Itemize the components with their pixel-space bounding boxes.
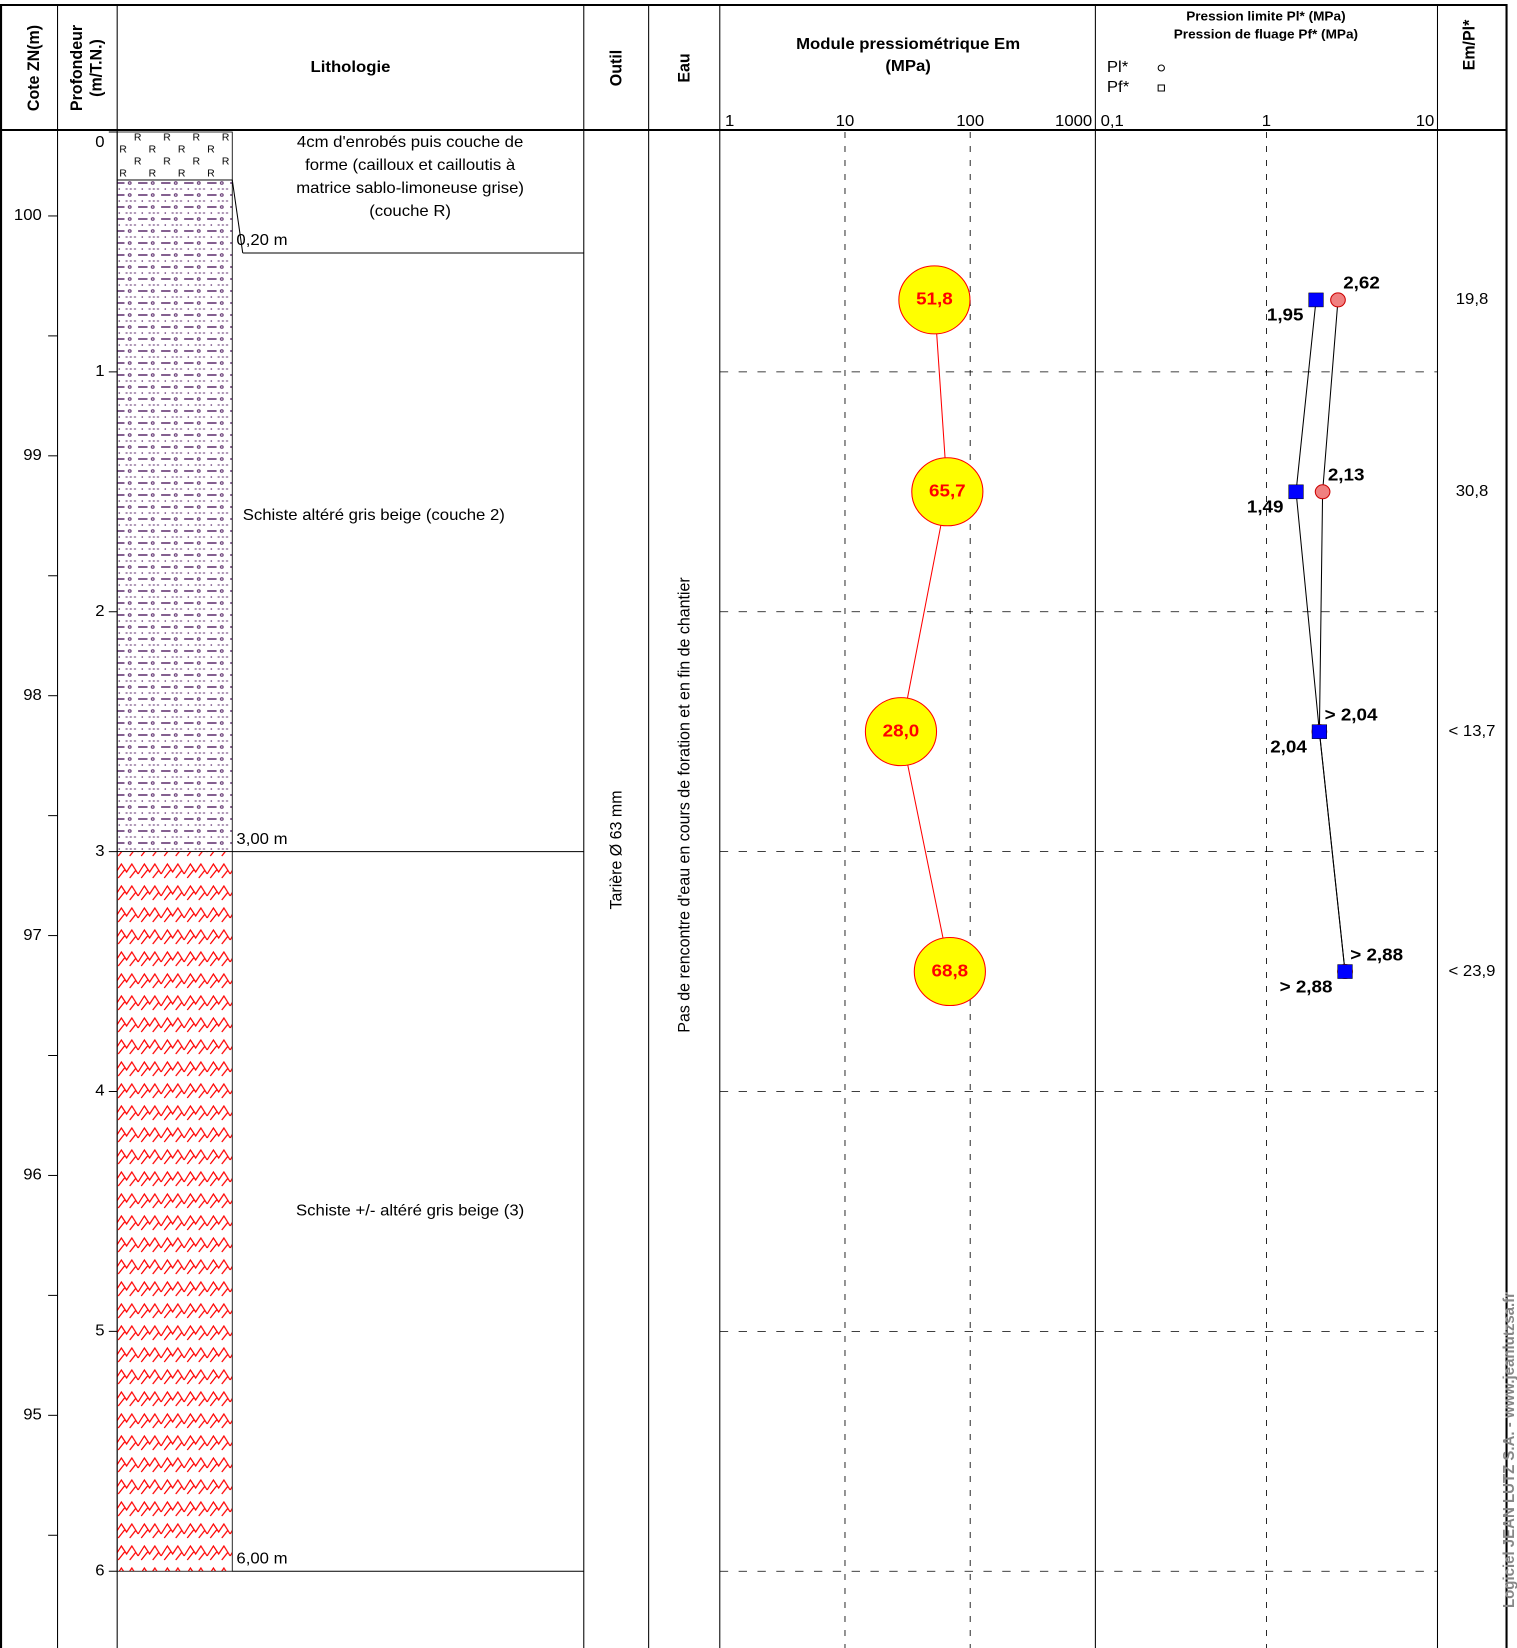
x-tick-label: 10 [1416, 113, 1435, 131]
header-module: Module pressiométrique Em [796, 36, 1020, 54]
legend-label: Pl* [1107, 59, 1129, 77]
lithology-layer [116, 131, 233, 181]
cote-label: 95 [23, 1406, 42, 1424]
water-label: Pas de rencontre d'eau en cours de forat… [675, 577, 693, 1033]
header-profondeur-unit: (m/T.N.) [87, 39, 105, 97]
header-cote: Cote ZN(m) [25, 25, 43, 111]
ratio-label: < 23,9 [1449, 962, 1496, 980]
em-marker [911, 457, 984, 527]
header-fluage: Pression de fluage Pf* (MPa) [1174, 27, 1358, 42]
x-tick-label: 1 [725, 113, 734, 131]
layer-description: Schiste +/- altéré gris beige (3) [296, 1202, 524, 1220]
legend-marker [1157, 64, 1165, 72]
layer-description: forme (cailloux et cailloutis à [305, 157, 516, 175]
watermark: Logiciel JEAN LUTZ S.A. - www.jeanlutzsa… [1501, 1292, 1517, 1608]
header-pression: Pression limite Pl* (MPa) [1186, 9, 1345, 24]
layer-description: (couche R) [369, 203, 451, 221]
cote-label: 96 [23, 1166, 42, 1184]
series-line [1318, 299, 1346, 972]
header-profondeur: Profondeur [68, 24, 86, 111]
ratio-label: 30,8 [1456, 482, 1489, 500]
ratio-label: < 13,7 [1449, 722, 1496, 740]
em-marker [913, 937, 986, 1007]
pf-label: > 2,88 [1280, 976, 1333, 997]
pl-label: 2,62 [1343, 272, 1380, 293]
leader-line [231, 179, 244, 254]
cote-label: 99 [23, 446, 42, 464]
depth-label: 1 [95, 362, 104, 380]
depth-label: 5 [95, 1322, 104, 1340]
cote-label: 100 [14, 207, 42, 225]
depth-label: 3 [95, 842, 104, 860]
x-tick-label: 1000 [1055, 113, 1092, 131]
column-separators [57, 5, 1439, 1648]
pl-marker [1314, 484, 1331, 500]
layer-description: matrice sablo-limoneuse grise) [296, 180, 524, 198]
layer-description: 4cm d'enrobés puis couche de [297, 134, 523, 152]
header-ratio: Em/Pl* [1460, 19, 1478, 70]
header-eau: Eau [675, 53, 693, 82]
x-tick-label: 10 [836, 113, 855, 131]
x-tick-label: 0,1 [1101, 113, 1124, 131]
pf-marker [1311, 724, 1327, 739]
depth-label: 6 [95, 1562, 104, 1580]
pf-label: 2,04 [1270, 736, 1307, 757]
pf-marker [1308, 292, 1324, 308]
lithology-layer [116, 851, 233, 1572]
depth-label: 0 [95, 134, 104, 152]
layer-base-label: 6,00 m [236, 1550, 287, 1568]
em-marker [898, 265, 971, 335]
pf-label: 1,95 [1267, 304, 1304, 325]
pl-label: 2,13 [1328, 464, 1365, 485]
pf-marker [1337, 964, 1353, 979]
ratio-label: 19,8 [1456, 290, 1489, 308]
pl-label: > 2,88 [1350, 944, 1403, 965]
tool-label: Tarière Ø 63 mm [607, 790, 625, 909]
em-marker [864, 697, 938, 767]
pf-marker [1288, 484, 1304, 500]
layer-base-label: 0,20 m [236, 232, 287, 250]
depth-label: 2 [95, 602, 104, 620]
legend-label: Pf* [1107, 79, 1130, 97]
series-line [900, 299, 951, 972]
em-label: 68,8 [932, 960, 969, 981]
lithology-layer [116, 179, 233, 853]
header-module-unit: (MPa) [885, 58, 931, 76]
layer-base-label: 3,00 m [236, 830, 287, 848]
em-label: 65,7 [929, 480, 966, 501]
header-lithologie: Lithologie [311, 59, 391, 77]
x-tick-label: 1 [1262, 113, 1271, 131]
depth-label: 4 [95, 1082, 104, 1100]
header-outil: Outil [607, 50, 625, 86]
layer-description: Schiste altéré gris beige (couche 2) [243, 506, 505, 524]
em-label: 51,8 [916, 288, 953, 309]
cote-label: 97 [23, 926, 42, 944]
pl-label: > 2,04 [1325, 704, 1379, 725]
x-tick-label: 100 [956, 113, 984, 131]
cote-label: 98 [23, 686, 42, 704]
em-label: 28,0 [883, 720, 920, 741]
legend-marker [1157, 84, 1165, 92]
series-line [1295, 299, 1346, 972]
pl-marker [1330, 292, 1346, 308]
frame [0, 4, 1508, 1648]
pf-label: 1,49 [1247, 496, 1284, 517]
